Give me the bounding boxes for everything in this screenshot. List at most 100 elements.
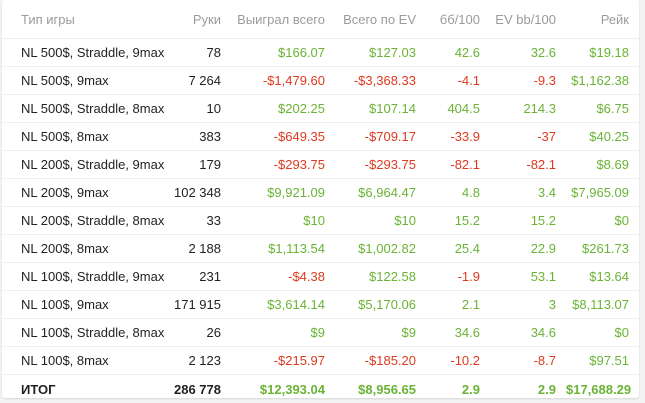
cell-ev-total: $107.14 — [335, 94, 426, 123]
cell-game-type: NL 500$, Straddle, 8max — [2, 94, 165, 123]
cell-hands: 179 — [165, 150, 231, 179]
table-row[interactable]: NL 100$, 8max 2 123 -$215.97 -$185.20 -10.2-… — [2, 346, 639, 375]
cell-rake: $8,113.07 — [566, 290, 639, 319]
cell-bb100: 15.2 — [426, 206, 490, 235]
cell-game-type: NL 500$, Straddle, 9max — [2, 38, 165, 67]
cell-bb100: -4.1 — [426, 66, 490, 95]
cell-ev-bb100: -8.7 — [490, 346, 566, 375]
table-total-row: ИТОГ 286 778 $12,393.04 $8,956.65 2.9 2.… — [2, 375, 639, 403]
cell-won-total: $3,614.14 — [231, 290, 335, 319]
table-row[interactable]: NL 100$, Straddle, 9max 231 -$4.38 $122.58-… — [2, 262, 639, 291]
total-rake: $17,688.29 — [566, 381, 632, 397]
cell-ev-bb100: 3 — [490, 290, 566, 319]
table-row[interactable]: NL 500$, Straddle, 8max 10 $202.25 $107.14 4… — [2, 94, 639, 123]
total-ev: $8,956.65 — [358, 381, 416, 397]
cell-ev-total: $10 — [335, 206, 426, 235]
column-header-hands[interactable]: Руки — [165, 0, 231, 39]
column-header-bb100[interactable]: бб/100 — [426, 0, 490, 39]
cell-ev-total: $1,002.82 — [335, 234, 426, 263]
cell-hands: 26 — [165, 318, 231, 347]
cell-ev-bb100: 34.6 — [490, 318, 566, 347]
table-row[interactable]: NL 200$, 8max 2 188 $1,113.54 $1,002.82 25.4… — [2, 234, 639, 263]
cell-ev-total: $6,964.47 — [335, 178, 426, 207]
cell-won-total: $9 — [231, 318, 335, 347]
stats-card: Тип игры Руки Выиграл всего Всего по EV … — [2, 0, 639, 398]
cell-ev-total: -$709.17 — [335, 122, 426, 151]
cell-ev-total: -$3,368.33 — [335, 66, 426, 95]
cell-hands: 171 915 — [165, 290, 231, 319]
cell-ev-total: -$293.75 — [335, 150, 426, 179]
cell-rake: $0 — [566, 206, 639, 235]
cell-bb100: 25.4 — [426, 234, 490, 263]
table-row[interactable]: NL 500$, 9max 7 264 -$1,479.60 -$3,368.33 -4… — [2, 66, 639, 95]
cell-rake: $7,965.09 — [566, 178, 639, 207]
cell-rake: $6.75 — [566, 94, 639, 123]
cell-rake: $0 — [566, 318, 639, 347]
cell-hands: 78 — [165, 38, 231, 67]
column-header-ev-bb100[interactable]: EV bb/100 — [490, 0, 566, 39]
column-header-won-total[interactable]: Выиграл всего — [231, 0, 335, 39]
cell-game-type: NL 100$, 8max — [2, 346, 165, 375]
table-row[interactable]: NL 100$, Straddle, 8max 26 $9 $9 34.6 34.6 $0 — [2, 318, 639, 347]
cell-won-total: -$649.35 — [231, 122, 335, 151]
column-header-rake[interactable]: Рейк — [566, 0, 639, 39]
cell-rake: $97.51 — [566, 346, 639, 375]
total-bb100: 2.9 — [461, 381, 480, 397]
cell-ev-bb100: 53.1 — [490, 262, 566, 291]
table-row[interactable]: NL 500$, 8max 383 -$649.35 -$709.17 -33.9 -37… — [2, 122, 639, 151]
cell-bb100: 2.1 — [426, 290, 490, 319]
cell-ev-bb100: 32.6 — [490, 38, 566, 67]
cell-hands: 33 — [165, 206, 231, 235]
cell-ev-bb100: -9.3 — [490, 66, 566, 95]
cell-game-type: NL 500$, 8max — [2, 122, 165, 151]
cell-won-total: $10 — [231, 206, 335, 235]
cell-hands: 102 348 — [165, 178, 231, 207]
cell-bb100: 404.5 — [426, 94, 490, 123]
cell-won-total: -$215.97 — [231, 346, 335, 375]
cell-ev-total: $122.58 — [335, 262, 426, 291]
cell-game-type: NL 100$, 9max — [2, 290, 165, 319]
cell-ev-bb100: 22.9 — [490, 234, 566, 263]
cell-ev-total: -$185.20 — [335, 346, 426, 375]
column-header-ev-total[interactable]: Всего по EV — [335, 0, 426, 39]
cell-hands: 2 123 — [165, 346, 231, 375]
cell-bb100: -1.9 — [426, 262, 490, 291]
column-header-game-type[interactable]: Тип игры — [2, 0, 165, 39]
cell-won-total: -$1,479.60 — [231, 66, 335, 95]
cell-game-type: NL 500$, 9max — [2, 66, 165, 95]
cell-ev-bb100: -37 — [490, 122, 566, 151]
cell-rake: $1,162.38 — [566, 66, 639, 95]
cell-bb100: 42.6 — [426, 38, 490, 67]
cell-game-type: NL 200$, Straddle, 8max — [2, 206, 165, 235]
cell-game-type: NL 200$, Straddle, 9max — [2, 150, 165, 179]
cell-game-type: NL 100$, Straddle, 8max — [2, 318, 165, 347]
cell-won-total: -$293.75 — [231, 150, 335, 179]
cell-hands: 383 — [165, 122, 231, 151]
cell-rake: $8.69 — [566, 150, 639, 179]
cell-bb100: -82.1 — [426, 150, 490, 179]
cell-won-total: $1,113.54 — [231, 234, 335, 263]
table-row[interactable]: NL 200$, Straddle, 9max 179 -$293.75 -$293.… — [2, 150, 639, 179]
cell-won-total: $202.25 — [231, 94, 335, 123]
cell-bb100: -33.9 — [426, 122, 490, 151]
cell-rake: $261.73 — [566, 234, 639, 263]
cell-won-total: $9,921.09 — [231, 178, 335, 207]
cell-rake: $40.25 — [566, 122, 639, 151]
cell-bb100: 34.6 — [426, 318, 490, 347]
table-row[interactable]: NL 200$, 9max 102 348 $9,921.09 $6,964.47 4.… — [2, 178, 639, 207]
cell-won-total: -$4.38 — [231, 262, 335, 291]
table-row[interactable]: NL 500$, Straddle, 9max 78 $166.07 $127.03 4… — [2, 38, 639, 67]
total-label: ИТОГ — [21, 381, 56, 397]
total-ev-bb100: 2.9 — [537, 381, 556, 397]
cell-hands: 2 188 — [165, 234, 231, 263]
cell-ev-bb100: -82.1 — [490, 150, 566, 179]
cell-rake: $13.64 — [566, 262, 639, 291]
total-won: $12,393.04 — [259, 381, 325, 397]
table-row[interactable]: NL 100$, 9max 171 915 $3,614.14 $5,170.06 2.… — [2, 290, 639, 319]
cell-ev-total: $5,170.06 — [335, 290, 426, 319]
cell-bb100: 4.8 — [426, 178, 490, 207]
cell-bb100: -10.2 — [426, 346, 490, 375]
cell-ev-bb100: 214.3 — [490, 94, 566, 123]
table-row[interactable]: NL 200$, Straddle, 8max 33 $10 $10 15.2 15.2 $… — [2, 206, 639, 235]
